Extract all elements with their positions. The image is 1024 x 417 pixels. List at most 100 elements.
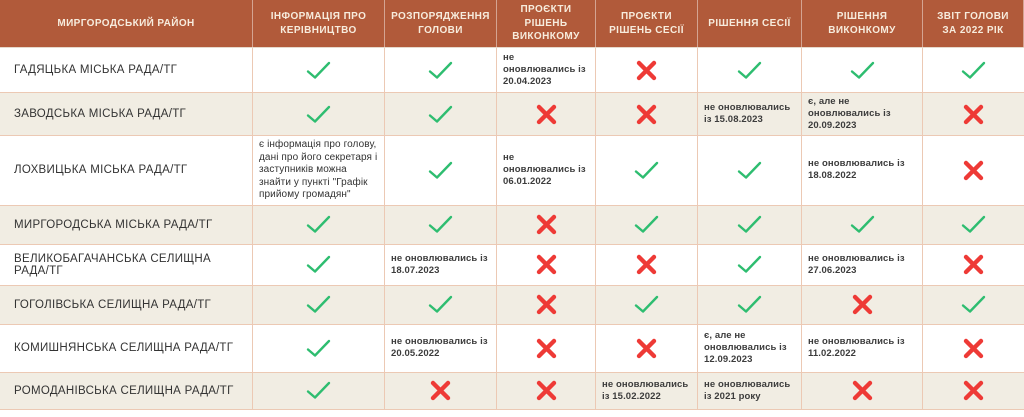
check-icon	[306, 339, 331, 357]
column-header-executive-decisions: РІШЕННЯ ВИКОНКОМУ	[802, 0, 923, 47]
status-cell-note: не оновлювались із 18.08.2022	[802, 136, 923, 205]
check-icon	[306, 381, 331, 399]
check-icon	[428, 61, 453, 79]
check-icon	[306, 105, 331, 123]
status-note-text: не оновлювались із 06.01.2022	[503, 152, 586, 188]
cross-icon	[536, 104, 556, 124]
column-header-leadership-info: ІНФОРМАЦІЯ ПРО КЕРІВНИЦТВО	[253, 0, 385, 47]
status-cell-note: є інформація про голову, дані про його с…	[253, 136, 385, 205]
cross-icon	[963, 338, 984, 358]
status-cell-cross	[596, 48, 698, 92]
check-icon	[306, 255, 331, 273]
status-cell-note: є, але не оновлювались із 20.09.2023	[802, 93, 923, 135]
cross-icon	[852, 380, 872, 401]
status-cell-check	[596, 205, 698, 244]
table-row: КОМИШНЯНСЬКА СЕЛИЩНА РАДА/ТГ не оновлювал…	[0, 324, 1024, 373]
status-cell-check	[253, 372, 385, 409]
status-cell-check	[253, 324, 385, 372]
status-note-text: не оновлювались із 27.06.2023	[808, 252, 905, 276]
status-cell-note: не оновлювались із 20.04.2023	[497, 48, 596, 92]
cross-icon	[963, 160, 984, 180]
cross-icon	[636, 254, 657, 275]
council-name: ВЕЛИКОБАГАЧАНСЬКА СЕЛИЩНА РАДА/ТГ	[0, 244, 253, 285]
cross-icon	[963, 254, 984, 275]
status-cell-cross	[923, 325, 1024, 372]
status-cell-check	[253, 244, 385, 285]
status-cell-check	[698, 48, 802, 92]
column-header-head-report-2022: ЗВІТ ГОЛОВИ ЗА 2022 РІК	[923, 0, 1024, 47]
status-cell-note: не оновлювались із 15.08.2023	[698, 93, 802, 135]
column-header-session-draft-decisions: ПРОЄКТИ РІШЕНЬ СЕСІЇ	[596, 0, 698, 47]
cross-icon	[536, 254, 556, 275]
status-cell-cross	[497, 324, 596, 372]
table-row: ЛОХВИЦЬКА МІСЬКА РАДА/ТГ є інформація про…	[0, 136, 1024, 206]
council-name: РОМОДАНІВСЬКА СЕЛИЩНА РАДА/ТГ	[0, 372, 253, 409]
status-cell-note: не оновлювались із 06.01.2022	[497, 136, 596, 205]
status-cell-note: не оновлювались із 20.05.2022	[385, 324, 497, 372]
status-cell-check	[385, 136, 497, 205]
status-cell-check	[923, 286, 1024, 324]
status-cell-cross	[596, 324, 698, 372]
status-cell-note: не оновлювались із 18.07.2023	[385, 244, 497, 285]
check-icon	[961, 215, 986, 233]
status-cell-cross	[497, 205, 596, 244]
council-name: ЗАВОДСЬКА МІСЬКА РАДА/ТГ	[0, 93, 253, 135]
cross-icon	[963, 104, 984, 124]
table-row: ГАДЯЦЬКА МІСЬКА РАДА/ТГ не оновлювались і…	[0, 48, 1024, 93]
check-icon	[634, 161, 659, 179]
status-cell-cross	[497, 93, 596, 135]
check-icon	[737, 295, 762, 313]
status-note-text: не оновлювались із 2021 року	[704, 378, 791, 402]
status-note-text: не оновлювались із 15.08.2023	[704, 102, 791, 125]
status-cell-check	[923, 48, 1024, 92]
check-icon	[961, 295, 986, 313]
check-icon	[306, 295, 331, 313]
check-icon	[850, 61, 874, 79]
column-header-executive-draft-decisions: ПРОЄКТИ РІШЕНЬ ВИКОНКОМУ	[497, 0, 596, 47]
table-header-row: МИРГОРОДСЬКИЙ РАЙОН ІНФОРМАЦІЯ ПРО КЕРІВ…	[0, 0, 1024, 48]
status-cell-check	[802, 205, 923, 244]
cross-icon	[536, 214, 556, 235]
status-note-text: є, але не оновлювались із 20.09.2023	[808, 96, 891, 131]
council-name: ГОГОЛІВСЬКА СЕЛИЩНА РАДА/ТГ	[0, 285, 253, 324]
status-cell-cross	[923, 136, 1024, 205]
status-note-text: не оновлювались із 18.08.2022	[808, 158, 905, 182]
status-cell-cross	[596, 244, 698, 285]
column-header-district: МИРГОРОДСЬКИЙ РАЙОН	[0, 0, 253, 47]
cross-icon	[536, 294, 556, 315]
status-note-text: не оновлювались із 20.05.2022	[391, 336, 488, 359]
status-note-text: є, але не оновлювались із 12.09.2023	[704, 330, 787, 365]
status-cell-check	[698, 205, 802, 244]
check-icon	[428, 161, 453, 179]
status-cell-check	[698, 244, 802, 285]
status-cell-note: не оновлювались із 2021 року	[698, 372, 802, 409]
status-cell-cross	[923, 373, 1024, 409]
status-cell-check	[253, 285, 385, 324]
table-row: МИРГОРОДСЬКА МІСЬКА РАДА/ТГ	[0, 205, 1024, 245]
check-icon	[428, 295, 453, 313]
council-name: ГАДЯЦЬКА МІСЬКА РАДА/ТГ	[0, 48, 253, 92]
check-icon	[961, 61, 986, 79]
check-icon	[306, 61, 331, 79]
status-cell-note: не оновлювались із 11.02.2022	[802, 324, 923, 372]
status-cell-cross	[385, 372, 497, 409]
cross-icon	[963, 380, 984, 401]
cross-icon	[852, 294, 872, 315]
table-row: ВЕЛИКОБАГАЧАНСЬКА СЕЛИЩНА РАДА/ТГ не онов…	[0, 244, 1024, 286]
status-cell-check	[385, 285, 497, 324]
status-cell-cross	[802, 372, 923, 409]
status-cell-check	[253, 93, 385, 135]
status-note-text: не оновлювались із 20.04.2023	[503, 52, 586, 87]
check-icon	[634, 295, 659, 313]
status-cell-check	[596, 136, 698, 205]
council-name: ЛОХВИЦЬКА МІСЬКА РАДА/ТГ	[0, 136, 253, 205]
status-cell-check	[802, 48, 923, 92]
status-cell-check	[698, 136, 802, 205]
status-cell-cross	[923, 245, 1024, 285]
check-icon	[850, 215, 874, 233]
status-cell-check	[385, 93, 497, 135]
table-row: ЗАВОДСЬКА МІСЬКА РАДА/ТГ не оновлювались …	[0, 93, 1024, 136]
cross-icon	[430, 380, 451, 401]
status-cell-check	[596, 285, 698, 324]
